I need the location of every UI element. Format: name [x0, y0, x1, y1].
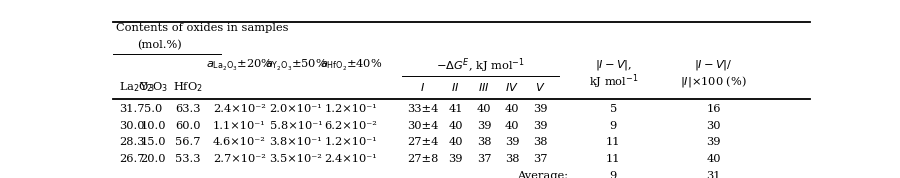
- Text: 1.2×10⁻¹: 1.2×10⁻¹: [325, 137, 377, 147]
- Text: 11: 11: [606, 137, 621, 147]
- Text: 2.4×10⁻²: 2.4×10⁻²: [213, 104, 266, 114]
- Text: 27±8: 27±8: [407, 154, 438, 164]
- Text: HfO$_2$: HfO$_2$: [173, 80, 202, 94]
- Text: 38: 38: [505, 154, 519, 164]
- Text: $|I|$$\times$100 (%): $|I|$$\times$100 (%): [680, 74, 747, 89]
- Text: 39: 39: [706, 137, 721, 147]
- Text: 6.2×10⁻²: 6.2×10⁻²: [325, 121, 377, 130]
- Text: kJ mol$^{-1}$: kJ mol$^{-1}$: [589, 72, 638, 91]
- Text: 60.0: 60.0: [176, 121, 201, 130]
- Text: 27±4: 27±4: [407, 137, 438, 147]
- Text: 53.3: 53.3: [176, 154, 201, 164]
- Text: 2.4×10⁻¹: 2.4×10⁻¹: [325, 154, 377, 164]
- Text: 3.5×10⁻²: 3.5×10⁻²: [269, 154, 322, 164]
- Text: $|I-V|/$: $|I-V|/$: [695, 58, 733, 72]
- Text: 2.7×10⁻²: 2.7×10⁻²: [213, 154, 266, 164]
- Text: Average:: Average:: [517, 171, 568, 178]
- Text: 20.0: 20.0: [140, 154, 166, 164]
- Text: 5: 5: [609, 104, 617, 114]
- Text: 39: 39: [448, 154, 463, 164]
- Text: 9: 9: [609, 121, 617, 130]
- Text: $|I-V|$,: $|I-V|$,: [595, 58, 632, 72]
- Text: 28.3: 28.3: [120, 137, 145, 147]
- Text: 39: 39: [505, 137, 519, 147]
- Text: 16: 16: [706, 104, 721, 114]
- Text: 5.0: 5.0: [144, 104, 162, 114]
- Text: $V$: $V$: [535, 81, 545, 93]
- Text: 63.3: 63.3: [176, 104, 201, 114]
- Text: (mol.%): (mol.%): [138, 40, 183, 51]
- Text: 26.7: 26.7: [120, 154, 145, 164]
- Text: 1.2×10⁻¹: 1.2×10⁻¹: [325, 104, 377, 114]
- Text: La$_2$O$_3$: La$_2$O$_3$: [120, 80, 155, 94]
- Text: 5.8×10⁻¹: 5.8×10⁻¹: [270, 121, 322, 130]
- Text: 40: 40: [706, 154, 721, 164]
- Text: 1.1×10⁻¹: 1.1×10⁻¹: [213, 121, 266, 130]
- Text: 40: 40: [505, 121, 519, 130]
- Text: 40: 40: [448, 121, 463, 130]
- Text: 4.6×10⁻²: 4.6×10⁻²: [213, 137, 266, 147]
- Text: $I$: $I$: [420, 81, 426, 93]
- Text: $III$: $III$: [479, 81, 490, 93]
- Text: $IV$: $IV$: [505, 81, 519, 93]
- Text: 33±4: 33±4: [407, 104, 438, 114]
- Text: 15.0: 15.0: [140, 137, 166, 147]
- Text: $a_{\rm La_2O_3}$±20%: $a_{\rm La_2O_3}$±20%: [206, 58, 273, 73]
- Text: 30±4: 30±4: [407, 121, 438, 130]
- Text: 3.8×10⁻¹: 3.8×10⁻¹: [270, 137, 322, 147]
- Text: 38: 38: [533, 137, 547, 147]
- Text: 41: 41: [448, 104, 463, 114]
- Text: 10.0: 10.0: [140, 121, 166, 130]
- Text: 37: 37: [533, 154, 547, 164]
- Text: 31.7: 31.7: [120, 104, 145, 114]
- Text: 38: 38: [477, 137, 491, 147]
- Text: 39: 39: [533, 121, 547, 130]
- Text: 31: 31: [706, 171, 721, 178]
- Text: 11: 11: [606, 154, 621, 164]
- Text: $a_{\rm HfO_2}$±40%: $a_{\rm HfO_2}$±40%: [320, 58, 382, 73]
- Text: 2.0×10⁻¹: 2.0×10⁻¹: [270, 104, 322, 114]
- Text: 40: 40: [505, 104, 519, 114]
- Text: $a_{\rm Y_2O_3}$±50%: $a_{\rm Y_2O_3}$±50%: [265, 58, 327, 73]
- Text: 30.0: 30.0: [120, 121, 145, 130]
- Text: 40: 40: [448, 137, 463, 147]
- Text: 9: 9: [609, 171, 617, 178]
- Text: 56.7: 56.7: [176, 137, 201, 147]
- Text: $-\Delta G^{E}$, kJ mol$^{-1}$: $-\Delta G^{E}$, kJ mol$^{-1}$: [436, 56, 525, 75]
- Text: $II$: $II$: [452, 81, 460, 93]
- Text: 39: 39: [477, 121, 491, 130]
- Text: 30: 30: [706, 121, 721, 130]
- Text: 39: 39: [533, 104, 547, 114]
- Text: 40: 40: [477, 104, 491, 114]
- Text: 37: 37: [477, 154, 491, 164]
- Text: Contents of oxides in samples: Contents of oxides in samples: [116, 23, 289, 33]
- Text: Y$_2$O$_3$: Y$_2$O$_3$: [139, 80, 167, 94]
